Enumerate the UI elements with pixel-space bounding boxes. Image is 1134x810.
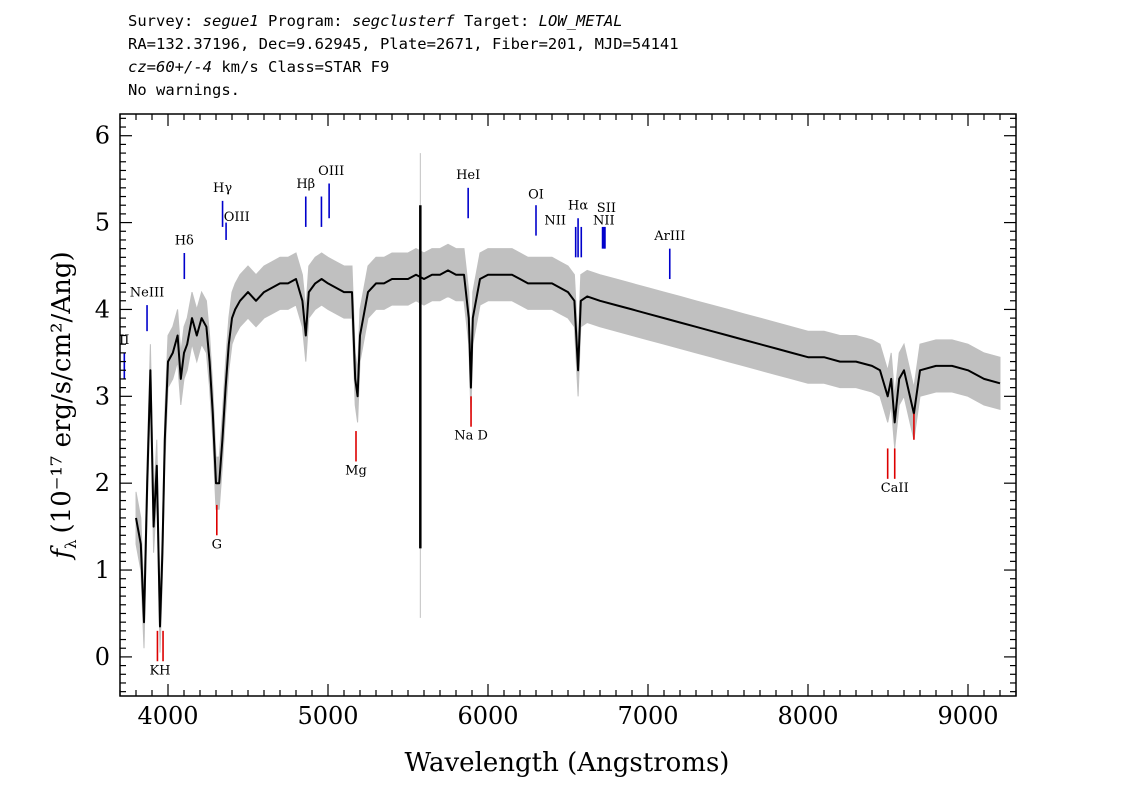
flux-line — [135, 269, 1001, 628]
emission-line-label: OIII — [318, 164, 344, 179]
emission-line-label: Hβ — [296, 177, 315, 192]
emission-line-label: OIII — [224, 210, 250, 225]
class-text: km/s Class=STAR F9 — [212, 58, 390, 76]
y-tick-label: 5 — [95, 209, 110, 237]
emission-line-label: Hα — [568, 199, 588, 214]
program-label: Program: — [258, 12, 352, 30]
x-tick-label: 6000 — [457, 702, 518, 730]
y-tick-label: 3 — [95, 382, 110, 410]
axes: 4000 5000 6000 7000 8000 9000 0 1 2 3 4 5 6 — [95, 114, 1017, 730]
absorption-line-label: CaII — [881, 481, 909, 496]
absorption-line-label: Na D — [454, 429, 488, 444]
error-band — [135, 243, 1001, 653]
emission-line-label: SII — [597, 201, 616, 216]
header-warnings-line: No warnings. — [128, 81, 240, 99]
emission-line-label: Hγ — [213, 181, 232, 196]
target-value: LOW_METAL — [538, 12, 623, 30]
x-tick-label: 4000 — [137, 702, 198, 730]
emission-line-label: Hδ — [175, 233, 194, 248]
absorption-line-label: KH — [149, 663, 170, 678]
emission-line-label: NII — [593, 213, 615, 228]
x-tick-label: 5000 — [297, 702, 358, 730]
y-tick-label: 0 — [95, 643, 110, 671]
x-axis-title: Wavelength (Angstroms) — [405, 748, 730, 778]
y-tick-label: 6 — [95, 122, 110, 150]
emission-line-label: OI — [528, 187, 544, 202]
y-axis-units: (10⁻¹⁷ erg/s/cm²/Ang) — [47, 251, 77, 533]
emission-line-label: NeIII — [130, 285, 164, 300]
emission-line-label: II — [119, 333, 129, 348]
program-value: segclusterf — [351, 12, 455, 30]
survey-label: Survey: — [128, 12, 203, 30]
emission-line-label: ArIII — [653, 229, 685, 244]
emission-line-label: NII — [544, 213, 566, 228]
cz-value: cz=60+/-4 — [128, 58, 212, 76]
header-coordinates-line: RA=132.37196, Dec=9.62945, Plate=2671, F… — [128, 35, 679, 53]
y-tick-label: 1 — [95, 556, 110, 584]
x-tick-label: 7000 — [617, 702, 678, 730]
spectrum-header: Survey: segue1 Program: segclusterf Targ… — [128, 10, 679, 102]
x-tick-label: 8000 — [777, 702, 838, 730]
y-tick-label: 2 — [95, 469, 110, 497]
absorption-line-label: G — [212, 537, 222, 552]
header-survey-line: Survey: segue1 Program: segclusterf Targ… — [128, 10, 679, 33]
header-redshift-line: cz=60+/-4 km/s Class=STAR F9 — [128, 56, 679, 79]
target-label: Target: — [454, 12, 539, 30]
survey-value: segue1 — [202, 12, 259, 30]
absorption-line-label: Mg — [345, 463, 367, 478]
y-axis-subscript: λ — [62, 539, 80, 549]
svg-text:fλ(10⁻¹⁷ erg/s/cm²/Ang): fλ(10⁻¹⁷ erg/s/cm²/Ang) — [47, 251, 80, 560]
y-tick-label: 4 — [95, 295, 110, 323]
emission-line-label: HeI — [456, 168, 480, 183]
y-axis-title: fλ(10⁻¹⁷ erg/s/cm²/Ang) — [47, 251, 80, 560]
x-tick-label: 9000 — [937, 702, 998, 730]
